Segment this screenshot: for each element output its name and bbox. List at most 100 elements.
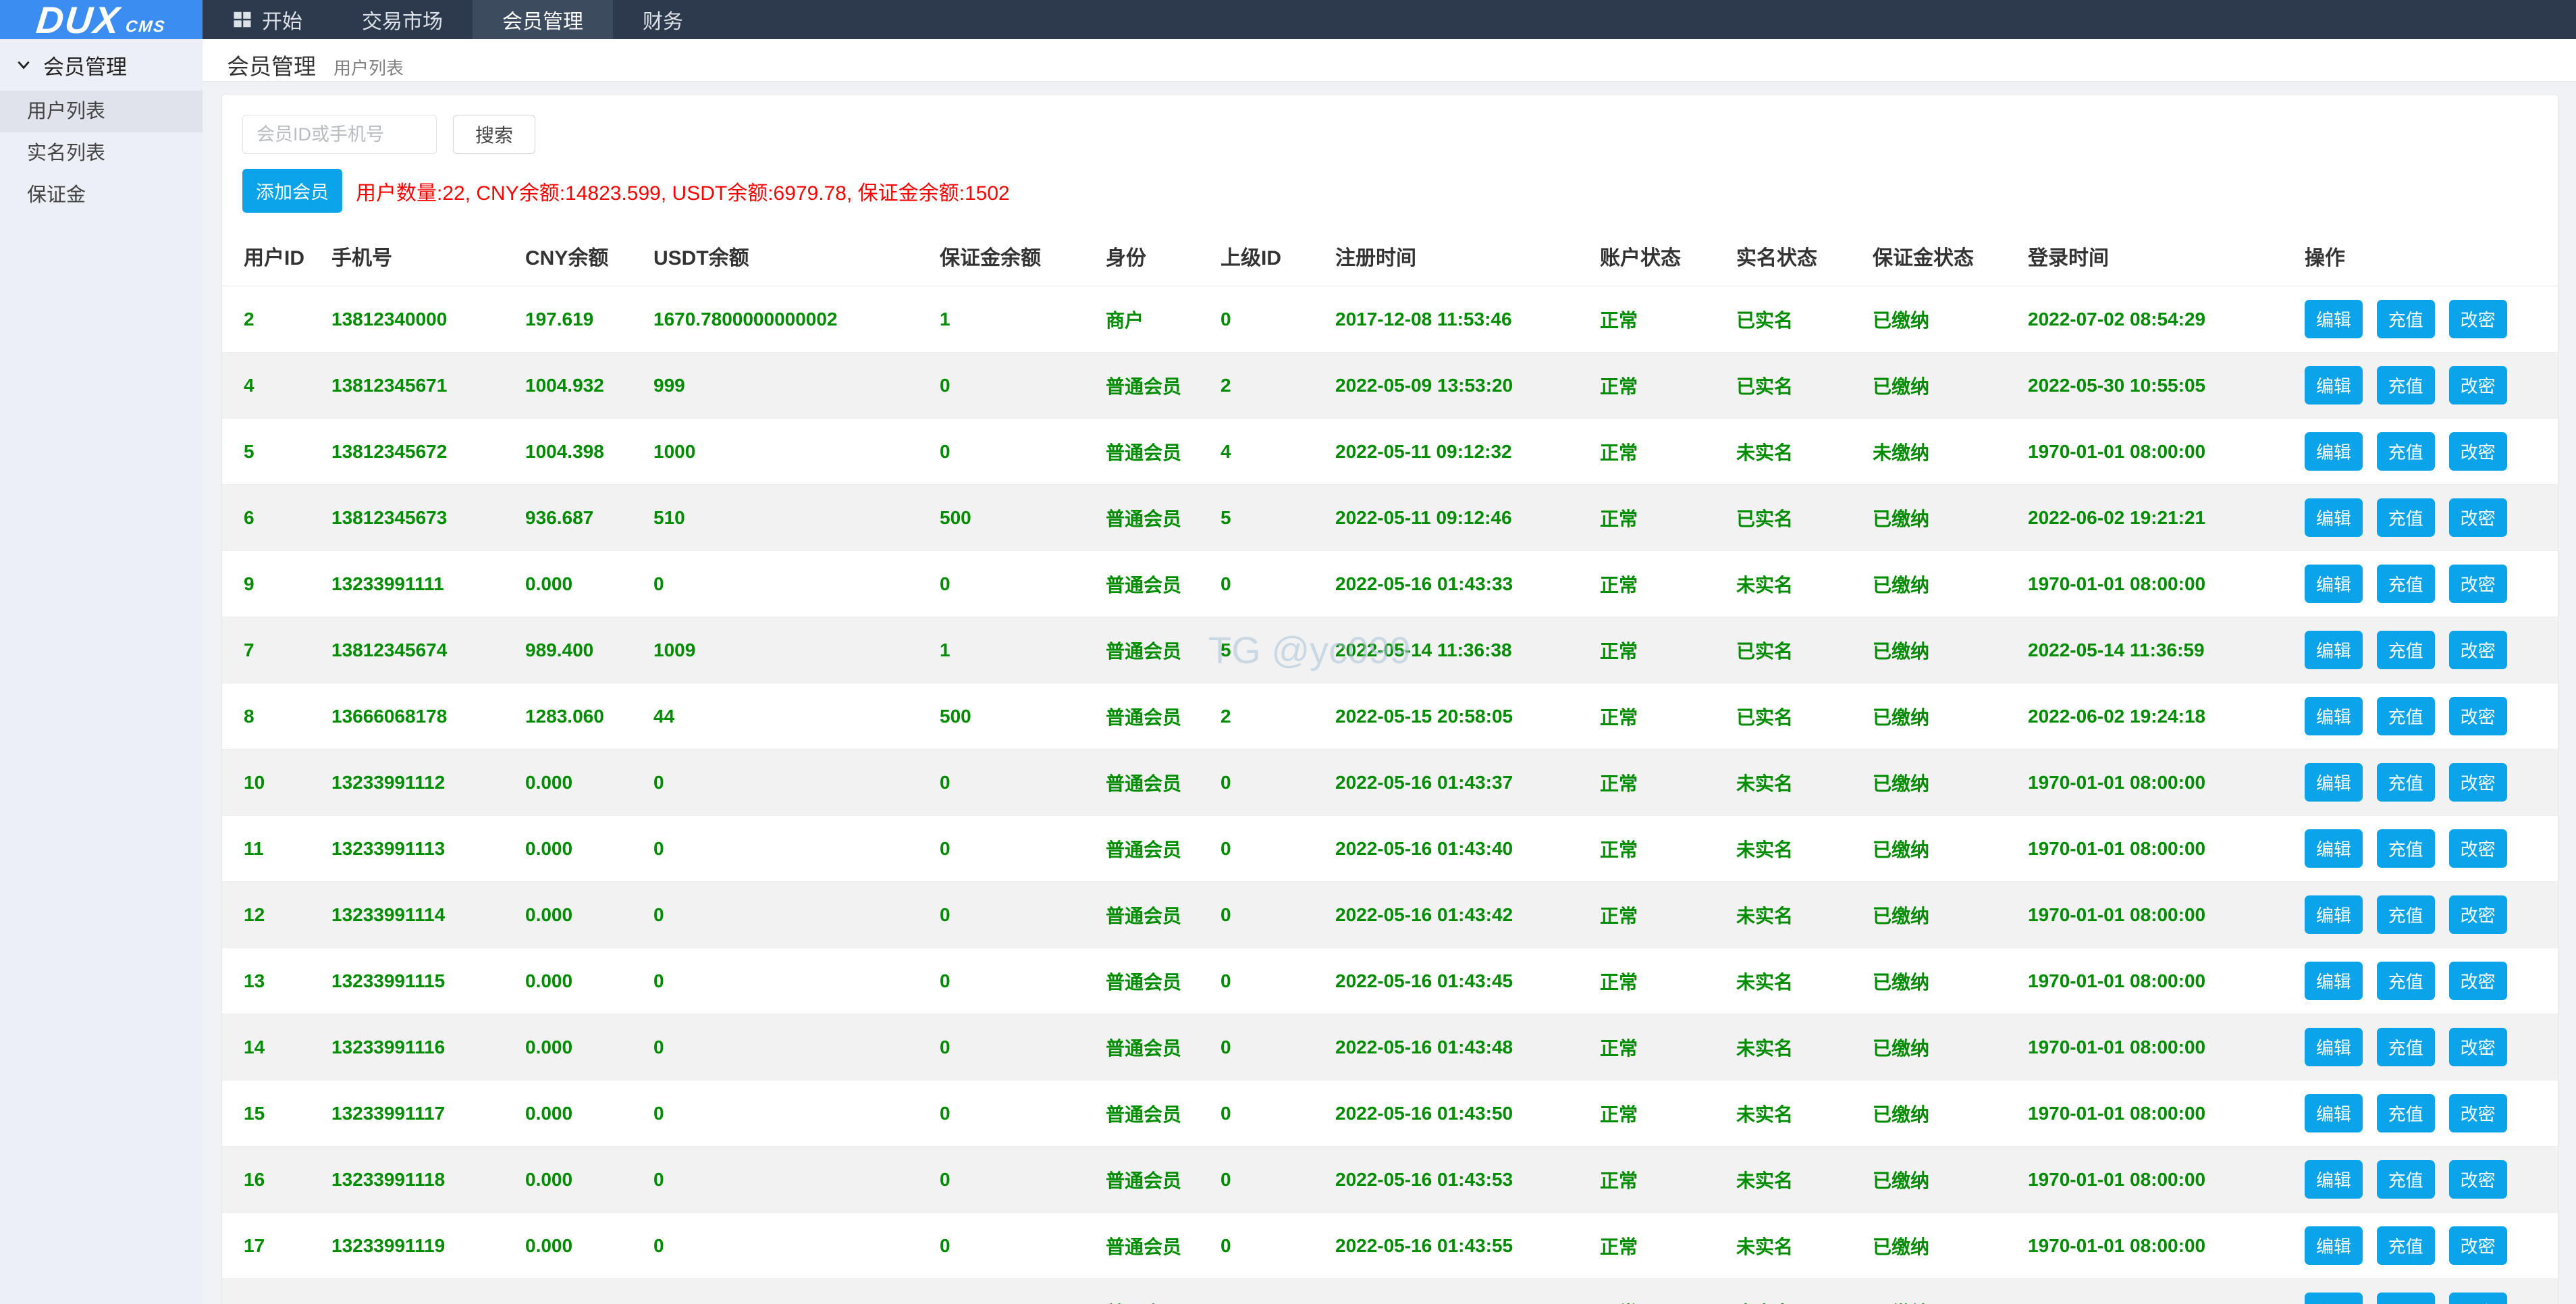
edit-button[interactable]: 编辑	[2305, 895, 2363, 934]
change-password-button[interactable]: 改密	[2449, 1226, 2507, 1265]
main-layout: 会员管理 用户列表 实名列表 保证金 会员管理 用户列表 搜索 添加会员 用户数…	[0, 39, 2576, 1304]
cell-realname-status: 未实名	[1729, 1014, 1866, 1080]
change-password-button[interactable]: 改密	[2449, 631, 2507, 669]
search-input[interactable]	[242, 115, 437, 154]
change-password-button[interactable]: 改密	[2449, 962, 2507, 1000]
sidebar-item-user-list[interactable]: 用户列表	[0, 90, 203, 132]
edit-button[interactable]: 编辑	[2305, 1094, 2363, 1132]
recharge-button[interactable]: 充值	[2377, 1094, 2435, 1132]
change-password-button[interactable]: 改密	[2449, 829, 2507, 868]
cell-role: 普通会员	[1099, 1080, 1214, 1147]
nav-item-member-management[interactable]: 会员管理	[473, 0, 613, 39]
recharge-button[interactable]: 充值	[2377, 1226, 2435, 1265]
recharge-button[interactable]: 充值	[2377, 829, 2435, 868]
cell-realname-status: 未实名	[1729, 816, 1866, 882]
recharge-button[interactable]: 充值	[2377, 1160, 2435, 1199]
recharge-button[interactable]: 充值	[2377, 300, 2435, 338]
recharge-button[interactable]: 充值	[2377, 498, 2435, 537]
cell-margin-balance: 0	[933, 750, 1099, 816]
cell-user-id: 4	[222, 353, 325, 419]
cell-usdt-balance: 0	[647, 1147, 933, 1213]
cell-cny-balance: 989.400	[518, 617, 647, 683]
recharge-button[interactable]: 充值	[2377, 631, 2435, 669]
cell-realname-status: 未实名	[1729, 551, 1866, 617]
cell-role: 普通会员	[1099, 1147, 1214, 1213]
cell-parent-id: 0	[1214, 1080, 1329, 1147]
change-password-button[interactable]: 改密	[2449, 1293, 2507, 1304]
cell-phone: 13233991113	[325, 816, 518, 882]
change-password-button[interactable]: 改密	[2449, 498, 2507, 537]
cell-login-time: 1970-01-01 08:00:00	[2021, 419, 2298, 485]
edit-button[interactable]: 编辑	[2305, 300, 2363, 338]
cell-phone: 13233991119	[325, 1213, 518, 1279]
edit-button[interactable]: 编辑	[2305, 631, 2363, 669]
cell-register-time: 2022-05-16 01:43:55	[1329, 1213, 1593, 1279]
recharge-button[interactable]: 充值	[2377, 366, 2435, 405]
change-password-button[interactable]: 改密	[2449, 1028, 2507, 1066]
cell-user-id: 10	[222, 750, 325, 816]
change-password-button[interactable]: 改密	[2449, 763, 2507, 802]
edit-button[interactable]: 编辑	[2305, 565, 2363, 603]
nav-item-trade-market[interactable]: 交易市场	[332, 0, 473, 39]
cell-register-time: 2022-05-14 11:36:38	[1329, 617, 1593, 683]
sidebar-item-realname-list[interactable]: 实名列表	[0, 132, 203, 174]
recharge-button[interactable]: 充值	[2377, 763, 2435, 802]
edit-button[interactable]: 编辑	[2305, 498, 2363, 537]
sidebar-group-member-management[interactable]: 会员管理	[0, 39, 203, 90]
cell-phone: 13233991115	[325, 948, 518, 1014]
cell-actions: 编辑 充值 改密	[2298, 816, 2558, 882]
add-member-button[interactable]: 添加会员	[242, 169, 342, 213]
recharge-button[interactable]: 充值	[2377, 1293, 2435, 1304]
recharge-button[interactable]: 充值	[2377, 1028, 2435, 1066]
cell-actions: 编辑 充值 改密	[2298, 551, 2558, 617]
cell-phone: 13812340000	[325, 286, 518, 353]
cell-cny-balance: 197.619	[518, 286, 647, 353]
cell-role: 普通会员	[1099, 1279, 1214, 1304]
recharge-button[interactable]: 充值	[2377, 895, 2435, 934]
change-password-button[interactable]: 改密	[2449, 366, 2507, 405]
change-password-button[interactable]: 改密	[2449, 300, 2507, 338]
cell-register-time: 2022-05-16 01:43:53	[1329, 1147, 1593, 1213]
cell-role: 普通会员	[1099, 485, 1214, 551]
top-navbar: DUX CMS 开始 交易市场 会员管理 财务	[0, 0, 2576, 39]
recharge-button[interactable]: 充值	[2377, 565, 2435, 603]
change-password-button[interactable]: 改密	[2449, 697, 2507, 735]
cell-margin-balance: 1	[933, 286, 1099, 353]
cell-register-time: 2022-05-16 01:43:42	[1329, 882, 1593, 948]
change-password-button[interactable]: 改密	[2449, 1160, 2507, 1199]
search-button[interactable]: 搜索	[453, 115, 535, 154]
column-header-parent-id: 上级ID	[1214, 226, 1329, 286]
nav-item-finance[interactable]: 财务	[613, 0, 713, 39]
edit-button[interactable]: 编辑	[2305, 1028, 2363, 1066]
table-row: 18 13233991120 0.000 0 0 普通会员 0 2022-05-…	[222, 1279, 2558, 1304]
recharge-button[interactable]: 充值	[2377, 432, 2435, 471]
recharge-button[interactable]: 充值	[2377, 697, 2435, 735]
cell-realname-status: 未实名	[1729, 1279, 1866, 1304]
change-password-button[interactable]: 改密	[2449, 565, 2507, 603]
change-password-button[interactable]: 改密	[2449, 895, 2507, 934]
edit-button[interactable]: 编辑	[2305, 1226, 2363, 1265]
edit-button[interactable]: 编辑	[2305, 1293, 2363, 1304]
nav-item-start[interactable]: 开始	[203, 0, 332, 39]
edit-button[interactable]: 编辑	[2305, 432, 2363, 471]
edit-button[interactable]: 编辑	[2305, 366, 2363, 405]
cell-parent-id: 0	[1214, 750, 1329, 816]
edit-button[interactable]: 编辑	[2305, 829, 2363, 868]
recharge-button[interactable]: 充值	[2377, 962, 2435, 1000]
column-header-actions: 操作	[2298, 226, 2558, 286]
column-header-margin-balance: 保证金余额	[933, 226, 1099, 286]
edit-button[interactable]: 编辑	[2305, 763, 2363, 802]
edit-button[interactable]: 编辑	[2305, 697, 2363, 735]
cell-register-time: 2022-05-11 09:12:32	[1329, 419, 1593, 485]
sidebar-item-margin[interactable]: 保证金	[0, 174, 203, 216]
cell-margin-status: 已缴纳	[1866, 551, 2021, 617]
cell-parent-id: 2	[1214, 683, 1329, 750]
cell-account-status: 正常	[1593, 750, 1729, 816]
change-password-button[interactable]: 改密	[2449, 1094, 2507, 1132]
edit-button[interactable]: 编辑	[2305, 1160, 2363, 1199]
cell-role: 普通会员	[1099, 1213, 1214, 1279]
change-password-button[interactable]: 改密	[2449, 432, 2507, 471]
table-row: 6 13812345673 936.687 510 500 普通会员 5 202…	[222, 485, 2558, 551]
cell-cny-balance: 936.687	[518, 485, 647, 551]
edit-button[interactable]: 编辑	[2305, 962, 2363, 1000]
